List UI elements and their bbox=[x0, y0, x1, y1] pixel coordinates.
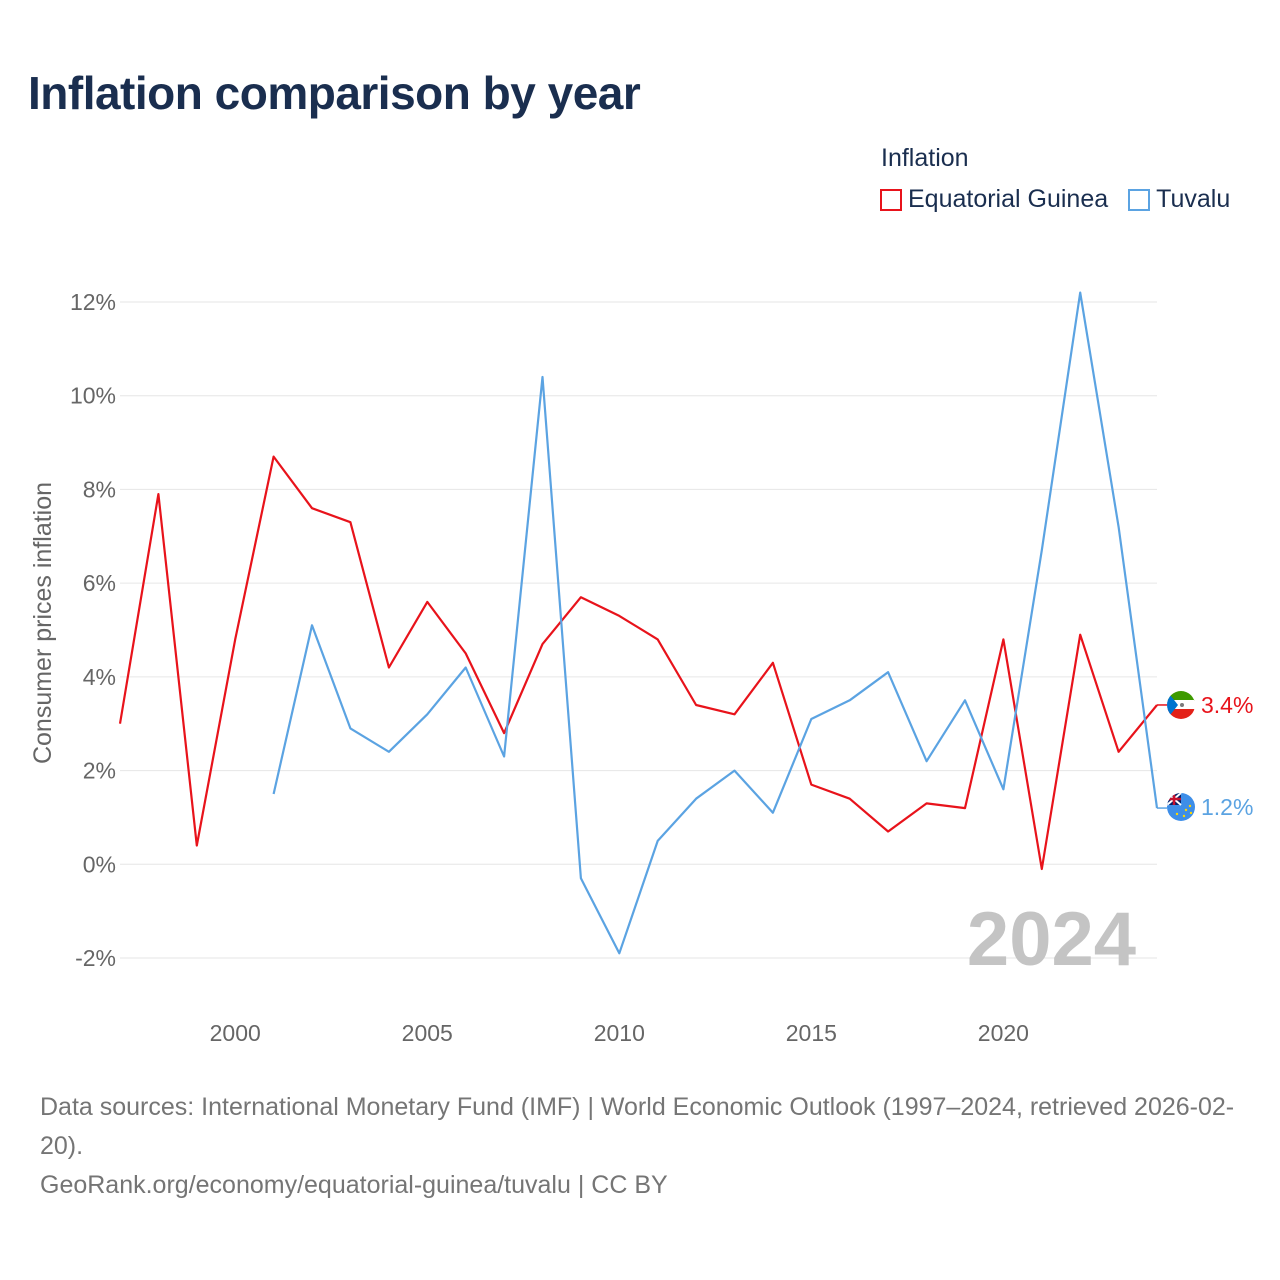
legend-title: Inflation bbox=[881, 144, 969, 172]
y-tick-label: 6% bbox=[83, 570, 116, 596]
legend-swatch-equatorial-guinea bbox=[880, 188, 902, 211]
y-tick-label: -2% bbox=[75, 945, 116, 971]
series-line-tuvalu[interactable] bbox=[272, 291, 1159, 955]
y-tick-label: 8% bbox=[83, 476, 116, 502]
legend-label-tuvalu: Tuvalu bbox=[1156, 185, 1231, 213]
legend-item-equatorial-guinea[interactable]: Equatorial Guinea bbox=[880, 185, 1108, 214]
line-chart: -2% 0% 2% 4% 6% 8% 10% 12% 2000 2005 2010 2015 2020… bbox=[29, 289, 1253, 1046]
legend-item-tuvalu[interactable]: Tuvalu bbox=[1128, 185, 1230, 214]
y-tick-label: 10% bbox=[70, 383, 116, 409]
flag-equatorial-guinea-icon bbox=[1167, 691, 1195, 719]
grid-lines bbox=[120, 301, 1157, 959]
data-sources: Data sources: International Monetary Fun… bbox=[40, 1093, 1235, 1160]
y-axis-label: Consumer prices inflation bbox=[29, 482, 57, 764]
credit-link[interactable]: GeoRank.org/economy/equatorial-guinea/tu… bbox=[40, 1171, 668, 1199]
x-tick-label: 2020 bbox=[978, 1020, 1029, 1046]
x-tick-label: 2005 bbox=[402, 1020, 453, 1046]
y-tick-label: 4% bbox=[83, 664, 116, 690]
flag-tuvalu-icon bbox=[1167, 793, 1195, 821]
y-tick-label: 2% bbox=[83, 758, 116, 784]
y-tick-label: 0% bbox=[83, 851, 116, 877]
x-tick-label: 2015 bbox=[786, 1020, 837, 1046]
x-tick-label: 2000 bbox=[210, 1020, 261, 1046]
footer: Data sources: International Monetary Fun… bbox=[40, 1088, 1250, 1205]
end-label-equatorial-guinea: 3.4% bbox=[1201, 692, 1253, 718]
y-tick-label: 12% bbox=[70, 289, 116, 315]
series-line-equatorial-guinea[interactable] bbox=[118, 455, 1158, 871]
chart-title: Inflation comparison by year bbox=[28, 67, 641, 119]
legend: Equatorial Guinea Tuvalu bbox=[880, 185, 1230, 214]
y-tick-labels: -2% 0% 2% 4% 6% 8% 10% 12% bbox=[70, 289, 116, 971]
series-lines bbox=[118, 291, 1167, 955]
legend-swatch-tuvalu bbox=[1128, 188, 1151, 211]
x-tick-labels: 2000 2005 2010 2015 2020 bbox=[210, 1020, 1029, 1046]
x-tick-label: 2010 bbox=[594, 1020, 645, 1046]
legend-label-equatorial-guinea: Equatorial Guinea bbox=[908, 185, 1109, 213]
end-label-tuvalu: 1.2% bbox=[1201, 794, 1253, 820]
year-watermark: 2024 bbox=[967, 897, 1136, 982]
